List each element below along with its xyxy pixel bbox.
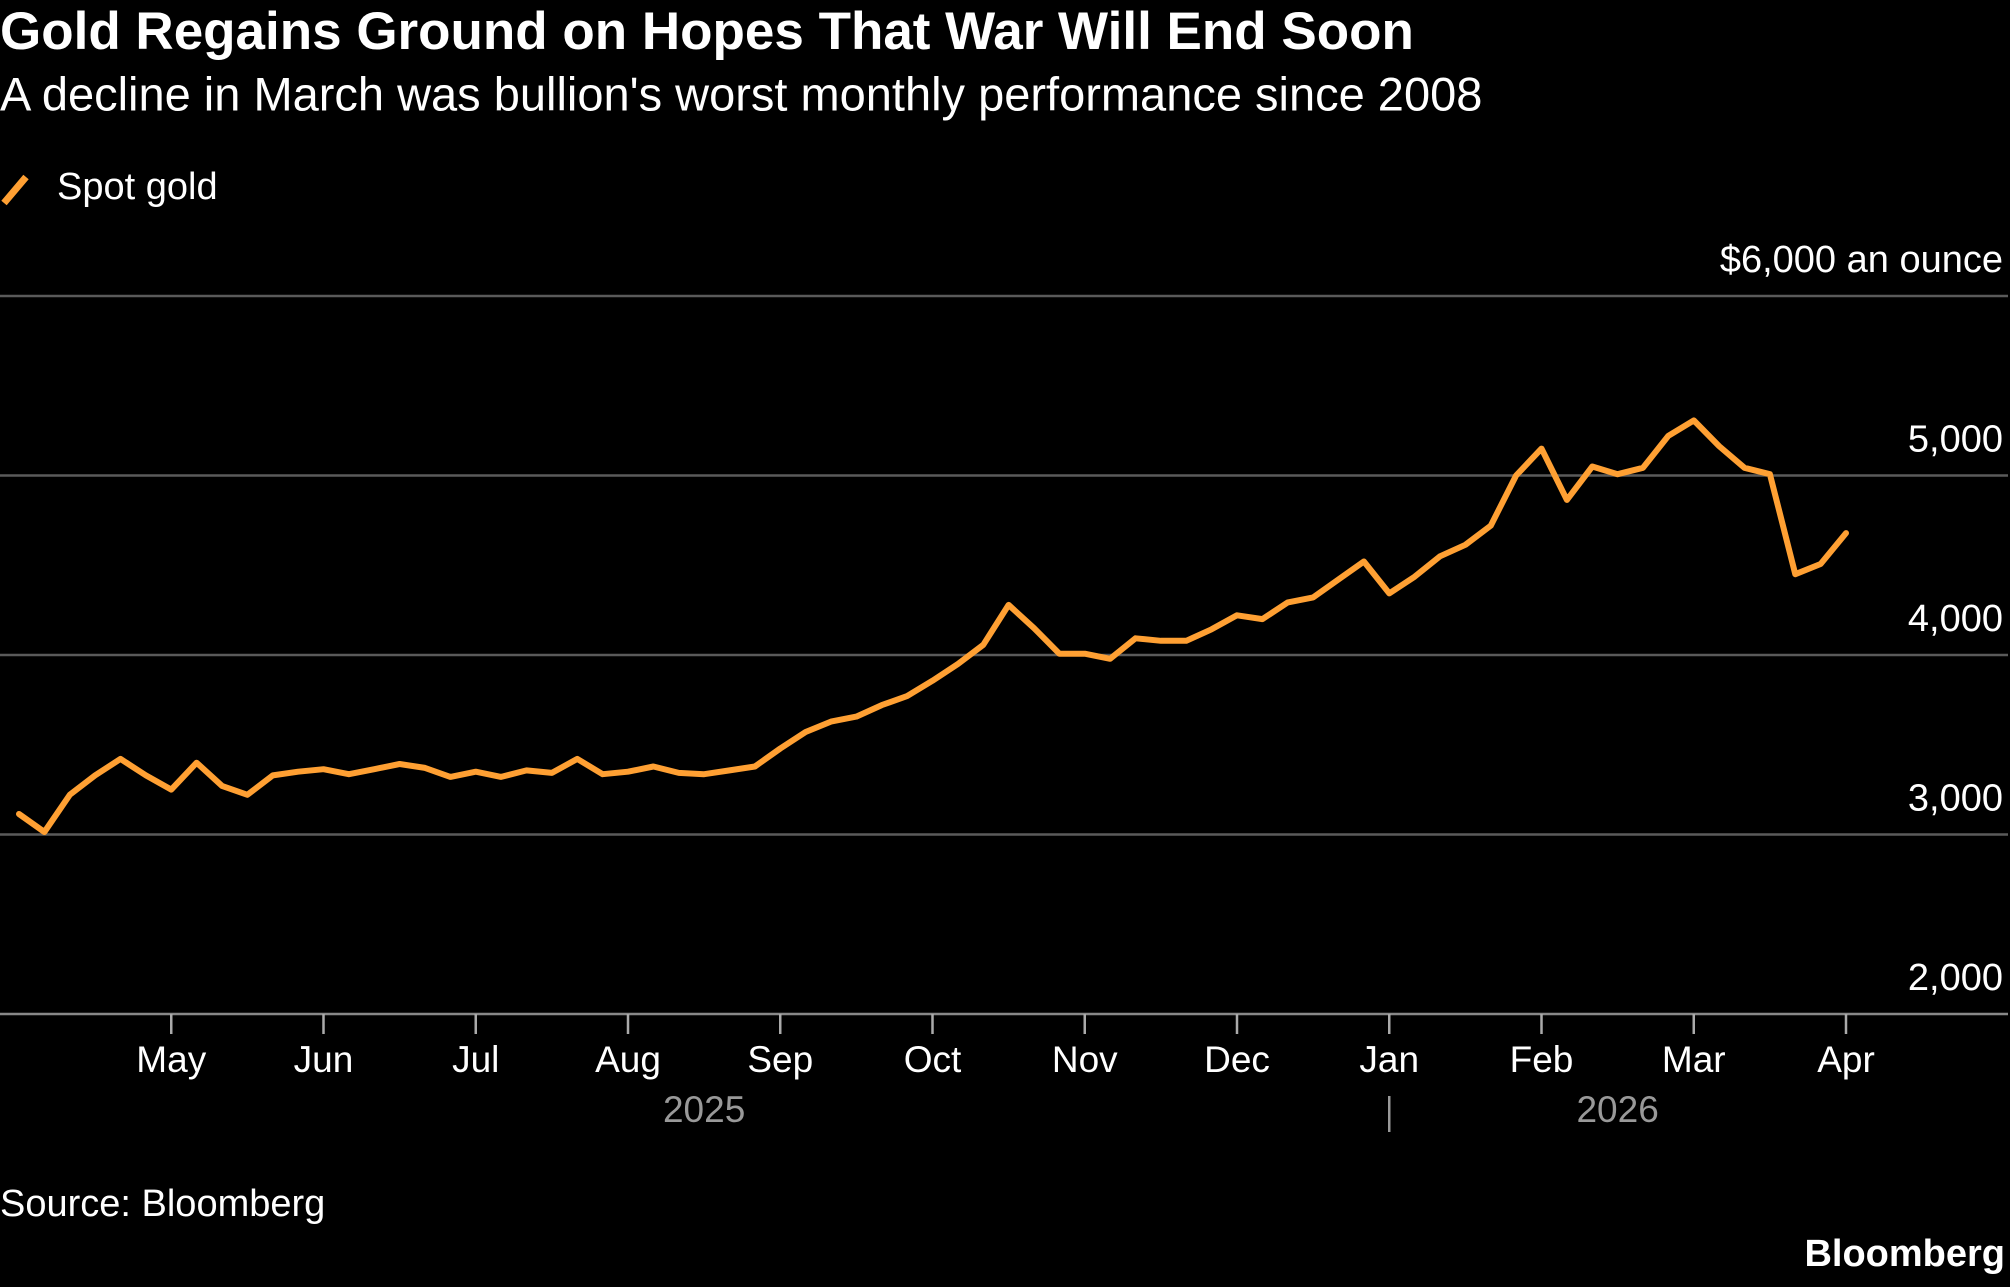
- x-tick-label: Jun: [294, 1039, 354, 1080]
- x-tick-label: Sep: [747, 1039, 813, 1080]
- source-note: Source: Bloomberg: [0, 1183, 325, 1225]
- y-tick-label: 3,000: [1908, 778, 2003, 820]
- chart-title: Gold Regains Ground on Hopes That War Wi…: [0, 2, 1414, 61]
- x-tick-label: Aug: [595, 1039, 661, 1080]
- x-tick-label: Nov: [1052, 1039, 1118, 1080]
- x-tick-label: Mar: [1662, 1039, 1726, 1080]
- brand-logo: Bloomberg: [1804, 1233, 2005, 1275]
- legend-label: Spot gold: [57, 166, 218, 208]
- y-tick-label: $6,000 an ounce: [1720, 239, 2003, 281]
- x-tick-label: Oct: [904, 1039, 962, 1080]
- chart-subtitle: A decline in March was bullion's worst m…: [0, 67, 1482, 120]
- x-year-label: 2026: [1576, 1089, 1658, 1130]
- legend-swatch: [1, 174, 29, 206]
- y-tick-label: 5,000: [1908, 419, 2003, 461]
- x-tick-label: Feb: [1510, 1039, 1574, 1080]
- x-tick-label: Jul: [452, 1039, 499, 1080]
- x-tick-label: May: [136, 1039, 206, 1080]
- series-line: [16, 417, 1849, 835]
- x-tick-label: Jan: [1359, 1039, 1419, 1080]
- x-tick-label: Apr: [1817, 1039, 1875, 1080]
- y-tick-label: 4,000: [1908, 598, 2003, 640]
- x-tick-label: Dec: [1204, 1039, 1270, 1080]
- x-year-label: 2025: [663, 1089, 745, 1130]
- y-tick-label: 2,000: [1908, 957, 2003, 999]
